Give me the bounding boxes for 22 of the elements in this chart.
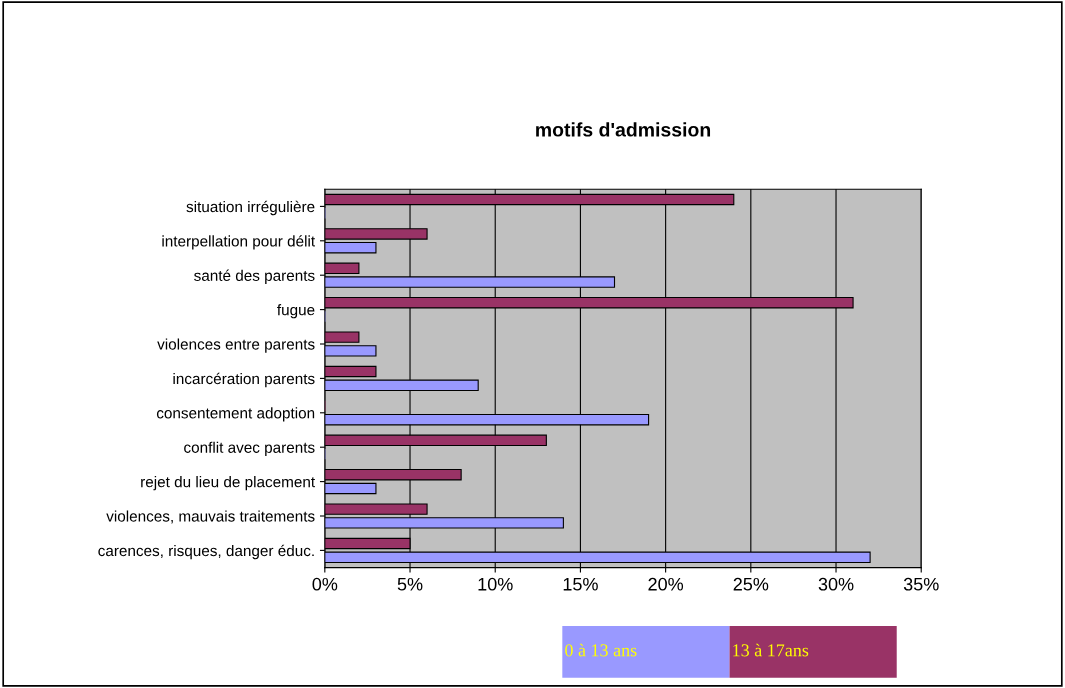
- y-tick-label: interpellation pour délit: [162, 235, 315, 250]
- y-tick-label: incarcération parents: [173, 372, 315, 388]
- text: 0 à 13 ans: [565, 643, 637, 657]
- y-tick-label: situation irrégulière: [186, 200, 315, 216]
- y-tick-label: rejet du lieu de placement: [141, 476, 315, 491]
- chart-title: motifs d'admission: [536, 122, 711, 137]
- y-tick-label: violences entre parents: [157, 338, 315, 353]
- y-tick-label: conflit avec parents: [184, 441, 315, 456]
- x-tick-label: 0%: [312, 577, 338, 591]
- x-tick-label: 20%: [648, 577, 684, 591]
- y-tick-label: violences, mauvais traitements: [106, 510, 315, 524]
- y-tick-label: fugue: [277, 304, 315, 319]
- x-tick-label: 15%: [563, 577, 598, 591]
- x-tick-label: 35%: [903, 577, 939, 591]
- x-tick-label: 10%: [478, 577, 513, 591]
- y-tick-label: consentement adoption: [156, 407, 315, 422]
- x-tick-label: 25%: [733, 577, 769, 591]
- y-tick-label: carences, risques, danger éduc.: [98, 544, 314, 560]
- y-tick-label: santé des parents: [194, 269, 315, 284]
- text: 13 à 17ans: [733, 643, 809, 657]
- x-tick-label: 30%: [818, 577, 854, 591]
- x-tick-label: 5%: [397, 577, 423, 591]
